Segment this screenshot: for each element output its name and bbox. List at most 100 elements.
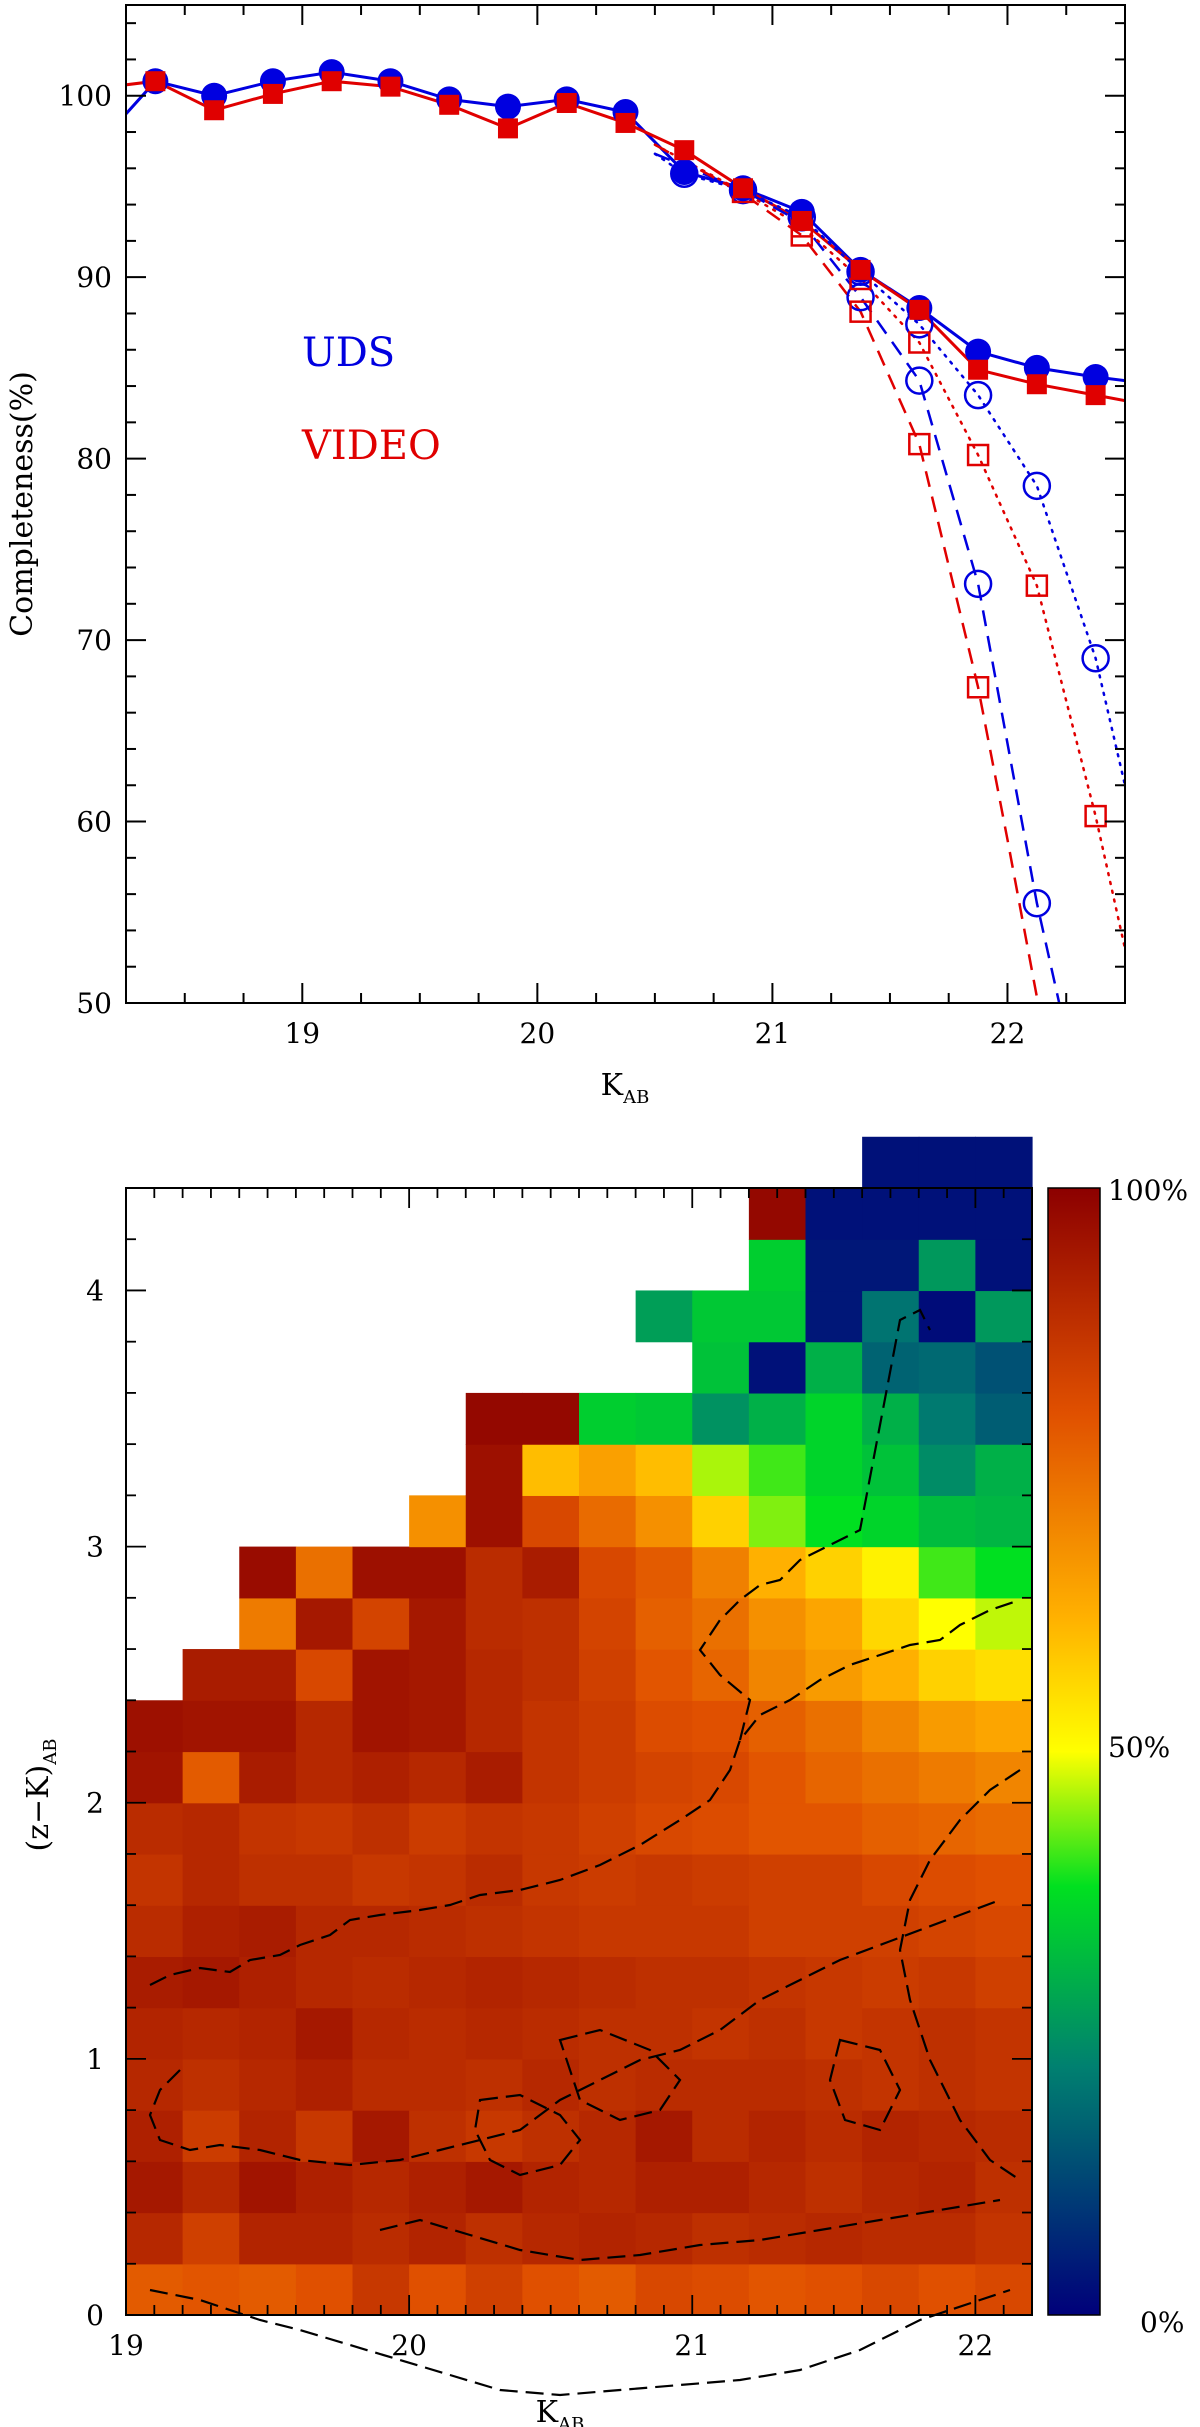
heatmap-cell [692, 1290, 750, 1343]
heatmap-cell [522, 1495, 580, 1548]
marker-video-dashed-1 [849, 300, 872, 323]
p1-x-tick-label: 19 [284, 1017, 320, 1050]
contour-right-edge [898, 1769, 1021, 2181]
heatmap-cell [522, 2110, 580, 2162]
heatmap-cell [692, 1444, 750, 1496]
heatmap-cell [522, 1700, 580, 1753]
heatmap-cell [805, 1341, 863, 1394]
heatmap-cell [352, 1649, 410, 1701]
heatmap-cell [748, 2212, 807, 2265]
heatmap-cell [975, 1444, 1033, 1496]
heatmap-cell [805, 1853, 863, 1906]
heatmap-cell [409, 2007, 467, 2060]
marker-video-dotted-6 [1084, 804, 1107, 828]
heatmap-cell [748, 1239, 807, 1292]
marker-video-1 [204, 100, 225, 121]
heatmap-cell [465, 2007, 523, 2060]
heatmap-cell [805, 1956, 863, 2009]
heatmap-cell [295, 1597, 354, 1650]
heatmap-cell [239, 1853, 297, 1906]
heatmap-cell [918, 1956, 976, 2009]
heatmap-cell [862, 2212, 920, 2265]
marker-video-6 [497, 118, 518, 139]
marker-video-3 [321, 71, 342, 92]
heatmap-cell [182, 1700, 240, 1753]
heatmap-cell [579, 1597, 637, 1650]
heatmap-cell [748, 2161, 807, 2214]
contour-outer-upper [698, 1308, 931, 1741]
heatmap-cell [295, 2161, 354, 2214]
heatmap-cell [918, 1700, 976, 1753]
heatmap-cell [975, 2007, 1033, 2060]
heatmap-cell [692, 2007, 750, 2060]
p1-y-tick-label: 70 [76, 624, 112, 657]
p2-x-tick-label: 19 [108, 2329, 144, 2362]
heatmap-cell [182, 1649, 240, 1701]
heatmap-cell [409, 2058, 467, 2111]
heatmap-cell [295, 2212, 354, 2265]
heatmap-cell [182, 2110, 240, 2162]
heatmap-cell [805, 1239, 863, 1292]
heatmap-cell [522, 1546, 580, 1599]
marker-uds-dotted-7 [1081, 643, 1110, 673]
heatmap-cell [748, 1392, 807, 1445]
heatmap-cell [579, 2212, 637, 2265]
p1-y-axis-title: Completeness(%) [5, 371, 40, 637]
heatmap-cell [692, 2110, 750, 2162]
heatmap-cell [465, 2161, 523, 2214]
heatmap-cell [635, 1956, 693, 2009]
heatmap-cell [805, 1905, 863, 1958]
p2-y-tick-label: 2 [86, 1787, 104, 1820]
heatmap-cell [295, 1700, 354, 1753]
heatmap-cell [239, 1802, 297, 1855]
heatmap-cell [579, 2161, 637, 2214]
heatmap-cell [239, 1956, 297, 2009]
p1-y-tick-label: 50 [76, 987, 112, 1020]
heatmap-cell [918, 1751, 976, 1804]
heatmap-cell [918, 1905, 976, 1958]
heatmap-cell [239, 1649, 297, 1701]
heatmap-cell [805, 1700, 863, 1753]
heatmap-cell [748, 1649, 807, 1701]
heatmap-cell [409, 1853, 467, 1906]
heatmap-cell [918, 2058, 976, 2111]
heatmap-cell [975, 1853, 1033, 1906]
marker-video-0 [145, 71, 166, 92]
heatmap-cell [805, 1495, 863, 1548]
heatmap-cell [748, 2110, 807, 2162]
heatmap-cell [579, 1495, 637, 1548]
heatmap-cell [409, 1956, 467, 2009]
heatmap-cell [352, 1751, 410, 1804]
heatmap-cell [692, 1392, 750, 1445]
heatmap-cell [295, 1853, 354, 1906]
heatmap-cell [635, 1853, 693, 1906]
heatmap-cell [239, 1751, 297, 1804]
heatmap-cell [239, 1546, 297, 1599]
heatmap-cell [579, 1700, 637, 1753]
heatmap-cell [918, 2007, 976, 2060]
colorbar [1047, 1187, 1101, 2316]
marker-uds-dashed-1 [905, 366, 934, 395]
heatmap-cell [522, 1905, 580, 1958]
colorbar-mid-label: 50% [1108, 1731, 1170, 1764]
heatmap-cell [805, 1649, 863, 1701]
heatmap-cell [692, 2161, 750, 2214]
completeness-heatmap: 19 20 21 22 0 1 2 3 4 KAB (z−K)AB 100% 50% 0% [21, 1136, 1188, 2427]
heatmap-cell [352, 2161, 410, 2214]
legend-uds: UDS [302, 330, 395, 376]
heatmap-cell [239, 2007, 297, 2060]
marker-video-15 [1026, 374, 1047, 395]
heatmap-cell [522, 2007, 580, 2060]
heatmap-cell [522, 1853, 580, 1906]
heatmap-cell [862, 2110, 920, 2162]
heatmap-cell [126, 1700, 184, 1753]
heatmap-cell [635, 2110, 693, 2162]
heatmap-cell [126, 1802, 184, 1855]
heatmap-cell [352, 1546, 410, 1599]
marker-uds-dotted-5 [963, 380, 993, 410]
p1-x-tick-label: 22 [990, 1017, 1026, 1050]
marker-uds-14 [965, 338, 992, 365]
p1-x-axis-title: KAB [601, 1068, 650, 1108]
heatmap-cell [409, 1751, 467, 1804]
heatmap-cell [748, 1290, 807, 1343]
